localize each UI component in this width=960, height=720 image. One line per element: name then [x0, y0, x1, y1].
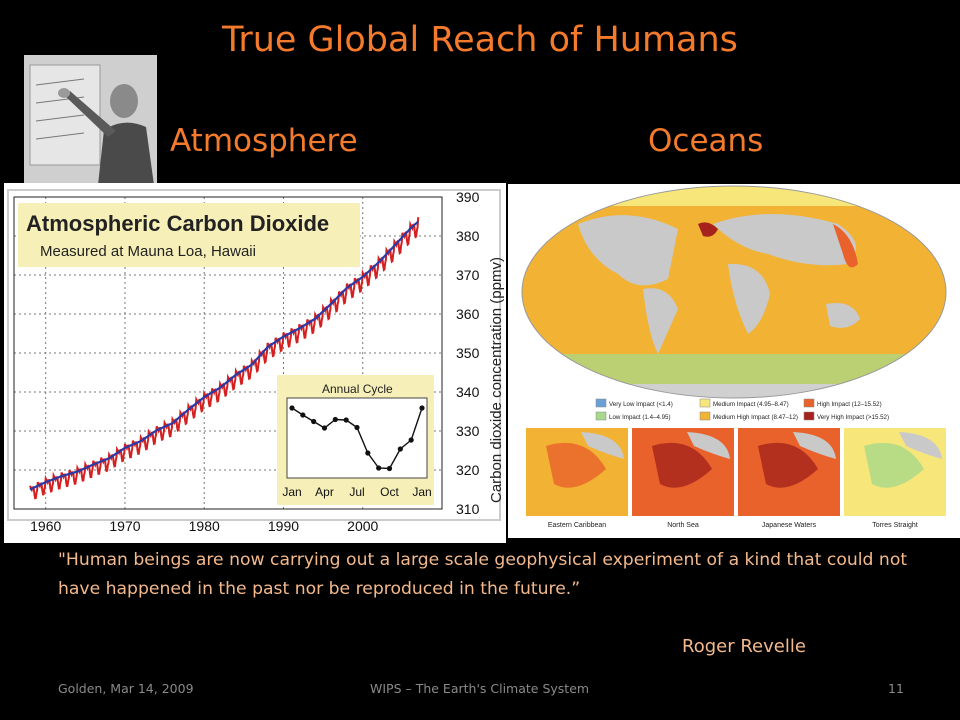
legend-swatch [595, 411, 607, 421]
annual-cycle-point [300, 412, 306, 418]
y-tick-label: 340 [456, 384, 480, 400]
annual-cycle-point [376, 465, 382, 471]
y-tick-label: 360 [456, 306, 480, 322]
y-tick-label: 370 [456, 267, 480, 283]
legend-swatch [699, 398, 711, 408]
atmosphere-label: Atmosphere [170, 123, 358, 159]
quote-author: Roger Revelle [682, 636, 806, 657]
legend-swatch [595, 398, 607, 408]
legend-swatch [699, 411, 711, 421]
y-tick-label: 390 [456, 189, 480, 205]
legend-label: Medium Impact (4.95–8.47) [713, 401, 789, 408]
inset-tick-label: Jan [412, 485, 431, 499]
legend-label: High Impact (12–15.52) [817, 401, 882, 408]
inset-map-label: Eastern Caribbean [548, 522, 606, 529]
annual-cycle-point [332, 416, 338, 423]
footer-date: Golden, Mar 14, 2009 [58, 681, 194, 696]
legend-label: Medium High Impact (8.47–12) [713, 414, 798, 421]
legend-swatch [803, 411, 815, 421]
slide-title: True Global Reach of Humans [222, 20, 738, 60]
annual-cycle-point [419, 405, 425, 411]
annual-cycle-point [311, 418, 317, 425]
annual-cycle-point [408, 437, 414, 443]
legend-label: Low Impact (1.4–4.95) [609, 414, 671, 421]
inset-map-label: North Sea [667, 522, 699, 529]
inset-tick-label: Oct [380, 485, 399, 499]
chart-axes [13, 196, 443, 510]
map-legend: Very Low Impact (<1.4) Medium Impact (4.9… [595, 398, 889, 421]
inset-tick-label: Jan [282, 485, 301, 499]
map-insets: Eastern Caribbean North Sea Japanese Water… [526, 428, 946, 529]
annual-cycle-point [397, 446, 403, 452]
y-tick-label: 310 [456, 501, 480, 517]
chart-subtitle: Measured at Mauna Loa, Hawaii [40, 243, 256, 260]
revelle-quote: "Human beings are now carrying out a lar… [58, 550, 908, 599]
x-tick-label: 1990 [268, 518, 299, 534]
y-tick-label: 330 [456, 423, 480, 439]
annual-cycle-point [365, 450, 371, 456]
footer-title: WIPS – The Earth's Climate System [370, 681, 590, 696]
inset-tick-label: Jul [349, 485, 364, 499]
legend-swatch [803, 398, 815, 408]
x-tick-label: 1970 [109, 518, 140, 534]
page-number: 11 [888, 681, 904, 696]
scientist-photo [24, 55, 157, 185]
y-tick-label: 320 [456, 462, 480, 478]
legend-label: Very Low Impact (<1.4) [609, 401, 673, 408]
chart-title: Atmospheric Carbon Dioxide [26, 211, 329, 236]
x-tick-label: 2000 [347, 518, 378, 534]
inset-map-label: Japanese Waters [762, 522, 817, 529]
annual-cycle-point [321, 425, 328, 431]
x-tick-label: 1960 [30, 518, 61, 534]
annual-cycle-point [386, 465, 393, 472]
annual-cycle-point [289, 405, 295, 411]
annual-cycle-point [343, 417, 349, 423]
y-tick-label: 350 [456, 345, 480, 361]
annual-cycle-point [354, 424, 360, 431]
x-tick-label: 1980 [189, 518, 220, 534]
y-axis-label: Carbon dioxide concentration (ppmv) [488, 257, 505, 503]
oceans-label: Oceans [648, 123, 764, 159]
y-tick-label: 380 [456, 228, 480, 244]
series-trend-line [29, 220, 419, 491]
inset-title: Annual Cycle [322, 382, 393, 396]
ocean-impact-map-panel: Very Low Impact (<1.4) Medium Impact (4.9… [508, 184, 960, 538]
tick-labels: 1960 1970 1980 1990 2000 310 320 330 340 350 360 37… [30, 189, 479, 534]
annual-cycle-inset: Annual Cycle Jan Apr Jul Oct Jan [277, 375, 434, 505]
legend-label: Very High Impact (>15.52) [817, 414, 889, 421]
inset-map-label: Torres Straight [872, 522, 918, 529]
co2-chart: 1960 1970 1980 1990 2000 310 320 330 340 350 360 37… [4, 183, 506, 543]
inset-tick-label: Apr [315, 485, 334, 499]
chart-title-box [18, 203, 360, 267]
